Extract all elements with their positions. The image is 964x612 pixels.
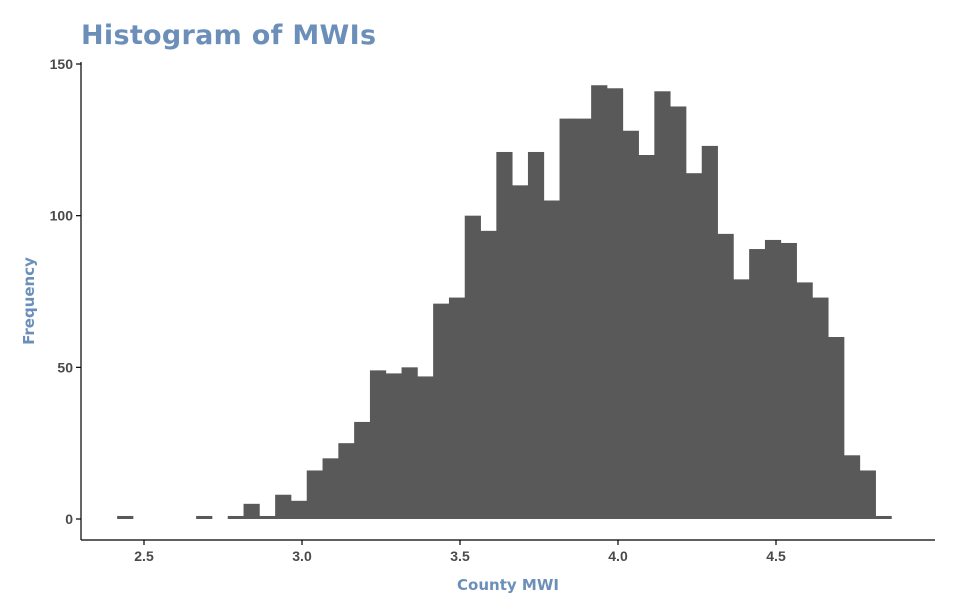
- histogram-bar: [496, 151, 513, 519]
- histogram-bar: [654, 91, 671, 520]
- histogram-bar: [322, 458, 339, 519]
- y-tick-label: 150: [50, 56, 74, 72]
- histogram-bar: [385, 373, 402, 519]
- histogram-bar: [290, 500, 308, 519]
- histogram-bar: [828, 337, 845, 519]
- y-tick-label: 50: [57, 359, 73, 375]
- histogram-bar: [749, 249, 766, 520]
- histogram-bar: [338, 443, 355, 519]
- histogram-bar: [733, 279, 750, 519]
- x-tick-label: 4.0: [608, 548, 628, 564]
- histogram-bar: [227, 515, 244, 519]
- histogram-bar: [433, 303, 450, 519]
- histogram-bar: [559, 118, 576, 519]
- histogram-bar: [243, 503, 260, 519]
- histogram-bar: [306, 470, 323, 519]
- x-tick-label: 3.0: [292, 548, 312, 564]
- y-axis-title: Frequency: [20, 257, 38, 345]
- histogram-bar: [812, 297, 829, 519]
- histogram-bar: [117, 515, 134, 519]
- histogram-bar: [591, 85, 608, 520]
- x-tick-label: 3.5: [450, 548, 470, 564]
- y-axis-ticks: 0 50 100 150: [50, 56, 81, 527]
- histogram-bar: [275, 494, 292, 519]
- histogram-bar: [796, 282, 813, 519]
- histogram-bar: [401, 367, 418, 519]
- histogram-bar: [764, 239, 782, 519]
- x-axis-ticks: 2.5 3.0 3.5 4.0 4.5: [134, 540, 786, 564]
- histogram-bar: [859, 470, 876, 519]
- histogram-bar: [701, 145, 718, 519]
- histogram-bar: [417, 376, 434, 519]
- histogram-bar: [480, 230, 497, 519]
- histogram-bar: [780, 242, 797, 519]
- x-tick-label: 4.5: [766, 548, 786, 564]
- histogram-bar: [369, 370, 387, 519]
- x-tick-label: 2.5: [134, 548, 154, 564]
- histogram-bar: [638, 155, 655, 519]
- histogram-bar: [606, 88, 624, 520]
- histogram-bar: [717, 233, 734, 519]
- histogram-bar: [575, 118, 592, 519]
- y-tick-label: 100: [50, 208, 74, 224]
- histogram-bar: [875, 515, 892, 519]
- histogram-bar: [685, 173, 703, 519]
- histogram-bar: [354, 421, 371, 519]
- histogram-bar: [464, 215, 481, 520]
- histogram-bar: [512, 185, 529, 519]
- histogram-bar: [259, 515, 276, 519]
- histogram-bars: [117, 85, 892, 520]
- histogram-bar: [196, 515, 213, 519]
- histogram-bar: [448, 297, 466, 519]
- histogram-bar: [843, 455, 861, 519]
- histogram-bar: [670, 106, 687, 519]
- histogram-bar: [543, 200, 560, 519]
- chart-title: Histogram of MWIs: [81, 20, 377, 51]
- histogram-bar: [622, 130, 639, 520]
- x-axis-title: County MWI: [457, 576, 559, 594]
- histogram-bar: [527, 151, 545, 519]
- y-tick-label: 0: [65, 511, 73, 527]
